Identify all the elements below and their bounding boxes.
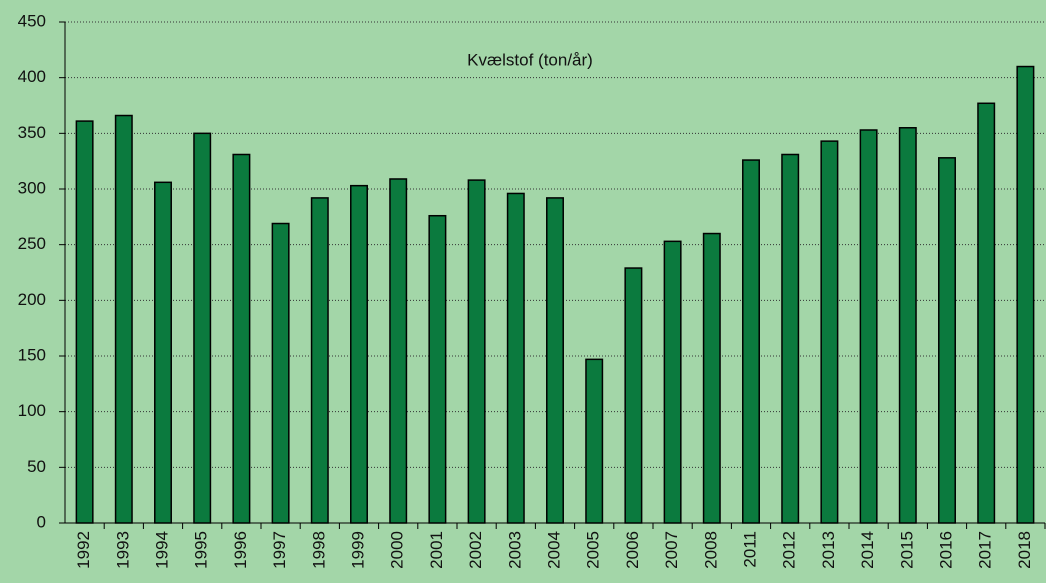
- x-tick-label: 1999: [348, 531, 367, 569]
- bar: [428, 214, 447, 524]
- y-tick-label: 400: [18, 67, 46, 86]
- bar: [389, 178, 408, 524]
- x-tick-label: 1993: [113, 531, 132, 569]
- x-tick-label: 2003: [505, 531, 524, 569]
- x-tick-label: 2000: [388, 531, 407, 569]
- bar: [232, 153, 251, 524]
- x-tick-label: 2018: [1015, 531, 1034, 569]
- bar: [467, 179, 486, 524]
- x-tick-label: 2013: [819, 531, 838, 569]
- bar: [193, 132, 212, 524]
- x-tick-label: 1997: [270, 531, 289, 569]
- x-tick-label: 1998: [309, 531, 328, 569]
- x-tick-label: 1995: [192, 531, 211, 569]
- x-tick-label: 2011: [740, 531, 759, 568]
- y-tick-label: 300: [18, 178, 46, 197]
- bar: [702, 232, 721, 524]
- x-tick-label: 2012: [780, 531, 799, 569]
- x-tick-label: 2016: [936, 531, 955, 569]
- x-tick-label: 2014: [858, 531, 877, 569]
- bar: [546, 197, 564, 524]
- x-tick-label: 2017: [976, 531, 995, 569]
- y-tick-label: 100: [18, 401, 46, 420]
- bar: [898, 127, 917, 524]
- chart-title: Kvælstof (ton/år): [467, 50, 593, 69]
- y-tick-label: 250: [18, 234, 46, 253]
- bar: [938, 157, 956, 524]
- y-tick-label: 350: [18, 123, 46, 142]
- x-tick-label: 2001: [427, 531, 446, 569]
- bar: [310, 197, 329, 524]
- x-tick-label: 2005: [584, 531, 603, 569]
- bar: [1016, 65, 1035, 524]
- x-tick-label: 1994: [152, 531, 171, 569]
- x-tick-label: 1992: [74, 531, 93, 569]
- bar: [75, 120, 94, 524]
- y-tick-label: 150: [18, 345, 46, 364]
- x-tick-label: 2015: [897, 531, 916, 569]
- bar: [271, 222, 290, 524]
- bar: [506, 192, 525, 524]
- x-tick-label: 2004: [544, 531, 563, 569]
- bar: [859, 129, 878, 524]
- x-tick-label: 2008: [701, 531, 720, 569]
- bar: [663, 240, 682, 524]
- bar: [350, 184, 368, 524]
- bar: [820, 140, 839, 524]
- x-tick-label: 2002: [466, 531, 485, 569]
- bar: [114, 114, 133, 524]
- bar: [742, 159, 760, 524]
- bar: [154, 181, 172, 524]
- y-tick-label: 0: [37, 512, 46, 531]
- y-tick-label: 450: [18, 11, 46, 30]
- x-tick-label: 1996: [231, 531, 250, 569]
- y-tick-label: 50: [27, 457, 46, 476]
- x-tick-label: 2006: [623, 531, 642, 569]
- bar: [977, 102, 996, 524]
- x-tick-label: 2007: [662, 531, 681, 569]
- y-tick-label: 200: [18, 290, 46, 309]
- bar: [781, 153, 800, 524]
- bar: [585, 358, 604, 524]
- bar: [624, 267, 643, 524]
